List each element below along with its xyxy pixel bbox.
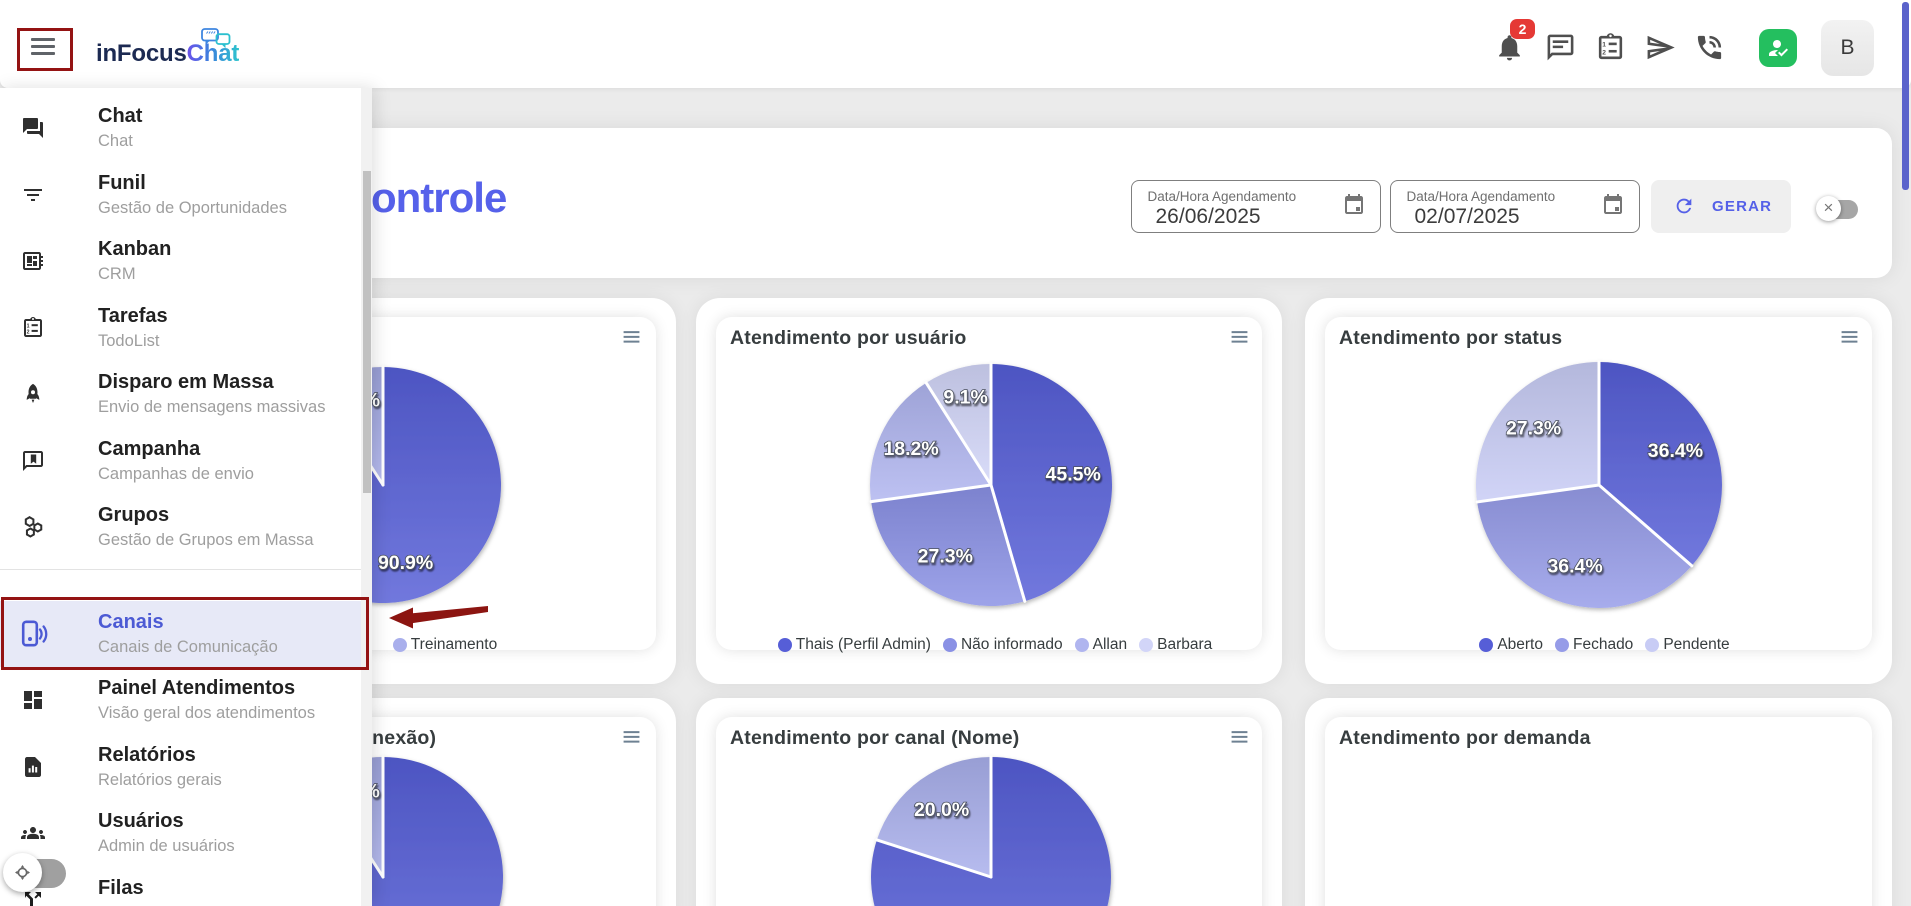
svg-text:27.3%: 27.3% bbox=[918, 546, 973, 568]
svg-text:1: 1 bbox=[1602, 42, 1606, 49]
svg-text:45.5%: 45.5% bbox=[1046, 463, 1101, 485]
svg-text:9.1%: 9.1% bbox=[943, 387, 987, 409]
svg-text:90.9%: 90.9% bbox=[378, 552, 433, 574]
svg-text:1: 1 bbox=[27, 323, 30, 329]
svg-text:2: 2 bbox=[27, 329, 30, 335]
svg-text:36.4%: 36.4% bbox=[1547, 556, 1602, 578]
svg-text:36.4%: 36.4% bbox=[1648, 440, 1703, 462]
svg-text:20.0%: 20.0% bbox=[914, 799, 969, 821]
svg-text:18.2%: 18.2% bbox=[883, 438, 938, 460]
svg-text:27.3%: 27.3% bbox=[1506, 418, 1561, 440]
svg-text:2: 2 bbox=[1602, 50, 1606, 57]
